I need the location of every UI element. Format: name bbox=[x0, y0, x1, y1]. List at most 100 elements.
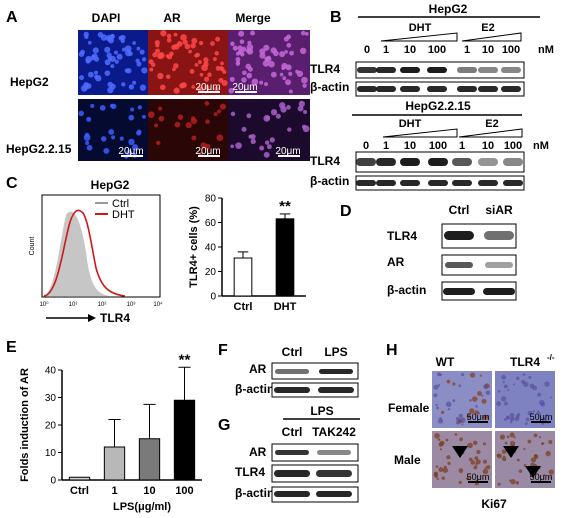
y-tick-label: 80 bbox=[205, 194, 217, 205]
blot-band bbox=[444, 231, 474, 240]
stain-spot bbox=[445, 438, 449, 442]
nucleus bbox=[160, 30, 167, 37]
panel-a-letter: A bbox=[6, 9, 18, 26]
nucleus bbox=[203, 61, 209, 67]
lane-ctrl: Ctrl bbox=[449, 203, 470, 217]
stain-spot bbox=[438, 467, 444, 473]
panel-c-letter: C bbox=[6, 175, 18, 192]
treatment-lps: LPS bbox=[310, 404, 333, 418]
panel-h: H WT TLR4 -/- Female Male 50μm 50μm 50μm… bbox=[386, 342, 555, 511]
nucleus bbox=[149, 67, 154, 72]
nucleus bbox=[141, 57, 147, 62]
category-label: 100 bbox=[175, 485, 193, 497]
blot-band bbox=[427, 86, 447, 92]
nucleus bbox=[100, 136, 107, 142]
nucleus bbox=[300, 30, 306, 36]
scale-bar bbox=[198, 155, 220, 157]
nucleus bbox=[219, 103, 227, 110]
arrowhead-marker bbox=[525, 466, 541, 478]
stain-spot bbox=[509, 412, 515, 418]
nucleus bbox=[158, 106, 163, 111]
nucleus bbox=[104, 46, 111, 53]
stain-spot bbox=[504, 441, 508, 445]
scale-bar-label: 20μm bbox=[118, 146, 143, 157]
nucleus bbox=[106, 52, 112, 58]
blot-band bbox=[503, 158, 523, 166]
nucleus bbox=[284, 50, 288, 54]
blot-band bbox=[400, 180, 420, 186]
nucleus bbox=[124, 49, 132, 57]
nucleus bbox=[190, 42, 196, 49]
stain-spot bbox=[543, 473, 546, 477]
nucleus bbox=[205, 119, 210, 124]
y-tick-label: 0 bbox=[210, 292, 216, 303]
col-wt: WT bbox=[436, 355, 455, 369]
stain-spot bbox=[503, 401, 508, 406]
blot-band bbox=[503, 180, 523, 186]
stain-spot bbox=[525, 417, 530, 422]
nucleus bbox=[179, 83, 185, 89]
nucleus bbox=[173, 63, 179, 69]
nucleus bbox=[246, 48, 254, 55]
nucleus bbox=[204, 101, 210, 106]
blot-band bbox=[478, 67, 498, 73]
stain-spot bbox=[527, 439, 532, 444]
blot-band bbox=[319, 369, 353, 374]
nucleus bbox=[210, 41, 215, 46]
dose: 10 bbox=[404, 44, 416, 56]
stain-spot bbox=[545, 450, 551, 457]
nucleus bbox=[171, 44, 177, 50]
stain-spot bbox=[533, 433, 538, 438]
nucleus bbox=[266, 115, 270, 120]
ihc-texture bbox=[433, 372, 554, 486]
row-male: Male bbox=[394, 453, 421, 467]
nucleus bbox=[184, 43, 191, 50]
nucleus bbox=[250, 30, 256, 36]
nucleus bbox=[229, 76, 235, 82]
nucleus bbox=[213, 112, 218, 117]
nucleus bbox=[118, 35, 124, 41]
nucleus bbox=[241, 126, 247, 132]
nucleus bbox=[128, 138, 135, 146]
nucleus bbox=[104, 59, 111, 66]
nucleus bbox=[148, 59, 154, 65]
nucleus bbox=[204, 85, 210, 91]
stain-spot bbox=[474, 410, 479, 415]
nucleus bbox=[97, 31, 104, 38]
stain-spot bbox=[474, 456, 479, 461]
nucleus bbox=[232, 45, 238, 51]
nucleus bbox=[269, 137, 275, 143]
stain-spot bbox=[475, 405, 478, 408]
nucleus bbox=[259, 145, 265, 151]
stain-spot bbox=[524, 422, 528, 426]
scale-bar-label: 50μm bbox=[530, 472, 553, 482]
nucleus bbox=[137, 105, 142, 110]
nucleus bbox=[289, 50, 294, 56]
flow-y-axis-label: Count bbox=[29, 237, 36, 256]
nucleus bbox=[132, 144, 139, 151]
stain-spot bbox=[537, 392, 542, 397]
stain-spot bbox=[515, 481, 520, 485]
stain-spot bbox=[446, 455, 451, 460]
nucleus bbox=[207, 72, 212, 78]
blot-band bbox=[376, 67, 396, 73]
nucleus bbox=[281, 66, 286, 70]
nucleus bbox=[262, 60, 270, 67]
stain-spot bbox=[475, 463, 478, 466]
blot-band bbox=[275, 450, 309, 455]
scale-bar bbox=[531, 481, 551, 483]
scale-bar-label: 20μm bbox=[275, 146, 300, 157]
dose: 100 bbox=[502, 44, 520, 56]
flow-title: HepG2 bbox=[91, 178, 130, 192]
blot-band bbox=[316, 470, 352, 477]
nucleus bbox=[180, 34, 187, 41]
panel-d: D Ctrl siAR TLR4 AR β-actin bbox=[340, 203, 517, 301]
panel-e-letter: E bbox=[6, 339, 17, 356]
row-label-ar: AR bbox=[387, 255, 405, 269]
lane-ctrl: Ctrl bbox=[282, 345, 303, 359]
nucleus bbox=[264, 56, 270, 62]
nucleus bbox=[198, 40, 204, 46]
stain-spot bbox=[536, 410, 540, 414]
nucleus bbox=[195, 52, 200, 58]
flow-x-tick: 10⁴ bbox=[153, 301, 163, 308]
